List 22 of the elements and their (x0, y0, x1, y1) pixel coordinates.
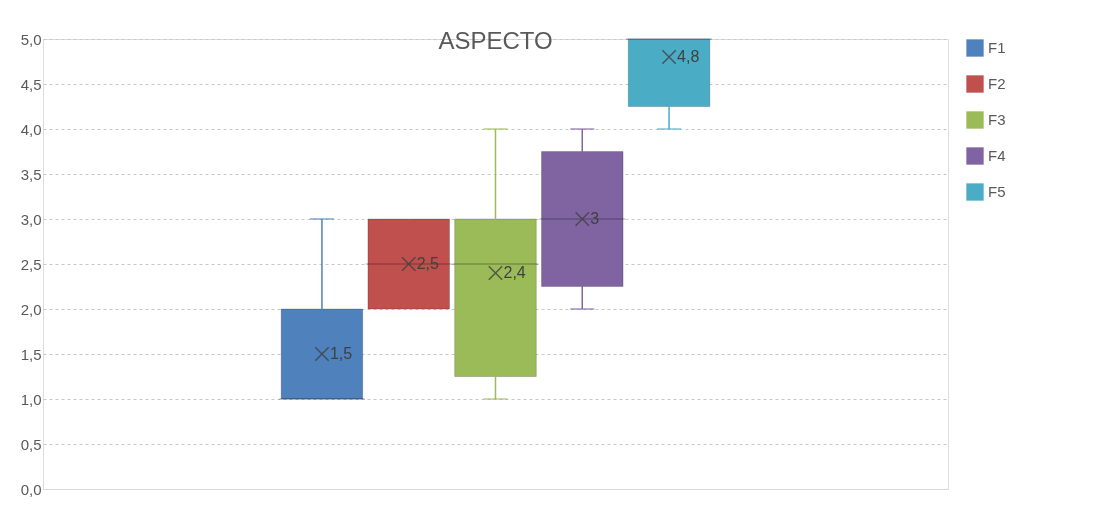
y-tick-label: 1,0 (20, 390, 42, 408)
y-tick-label: 3,5 (20, 165, 42, 183)
text: 4,8 (677, 48, 700, 65)
y-tick-label: 5,0 (20, 30, 42, 48)
text: 1,5 (329, 345, 353, 362)
text: 3 (590, 210, 600, 227)
legend-label: F3 (988, 111, 1006, 128)
y-tick-label: 0,0 (20, 480, 42, 498)
chart-title: ASPECTO (438, 27, 553, 54)
legend-label: F4 (988, 147, 1006, 164)
y-tick-label: 1,5 (20, 345, 42, 363)
y-tick-label: 0,5 (20, 435, 42, 453)
legend-label: F5 (988, 183, 1006, 200)
text: 2,5 (416, 255, 439, 272)
text: 2,4 (503, 264, 526, 281)
y-tick-label: 4,0 (20, 120, 42, 138)
legend-label: F2 (988, 75, 1006, 92)
y-tick-label: 2,5 (20, 255, 42, 273)
y-tick-label: 3,0 (20, 210, 42, 228)
y-tick-label: 2,0 (20, 300, 42, 318)
y-tick-label: 4,5 (20, 75, 42, 93)
legend-label: F1 (988, 39, 1006, 56)
